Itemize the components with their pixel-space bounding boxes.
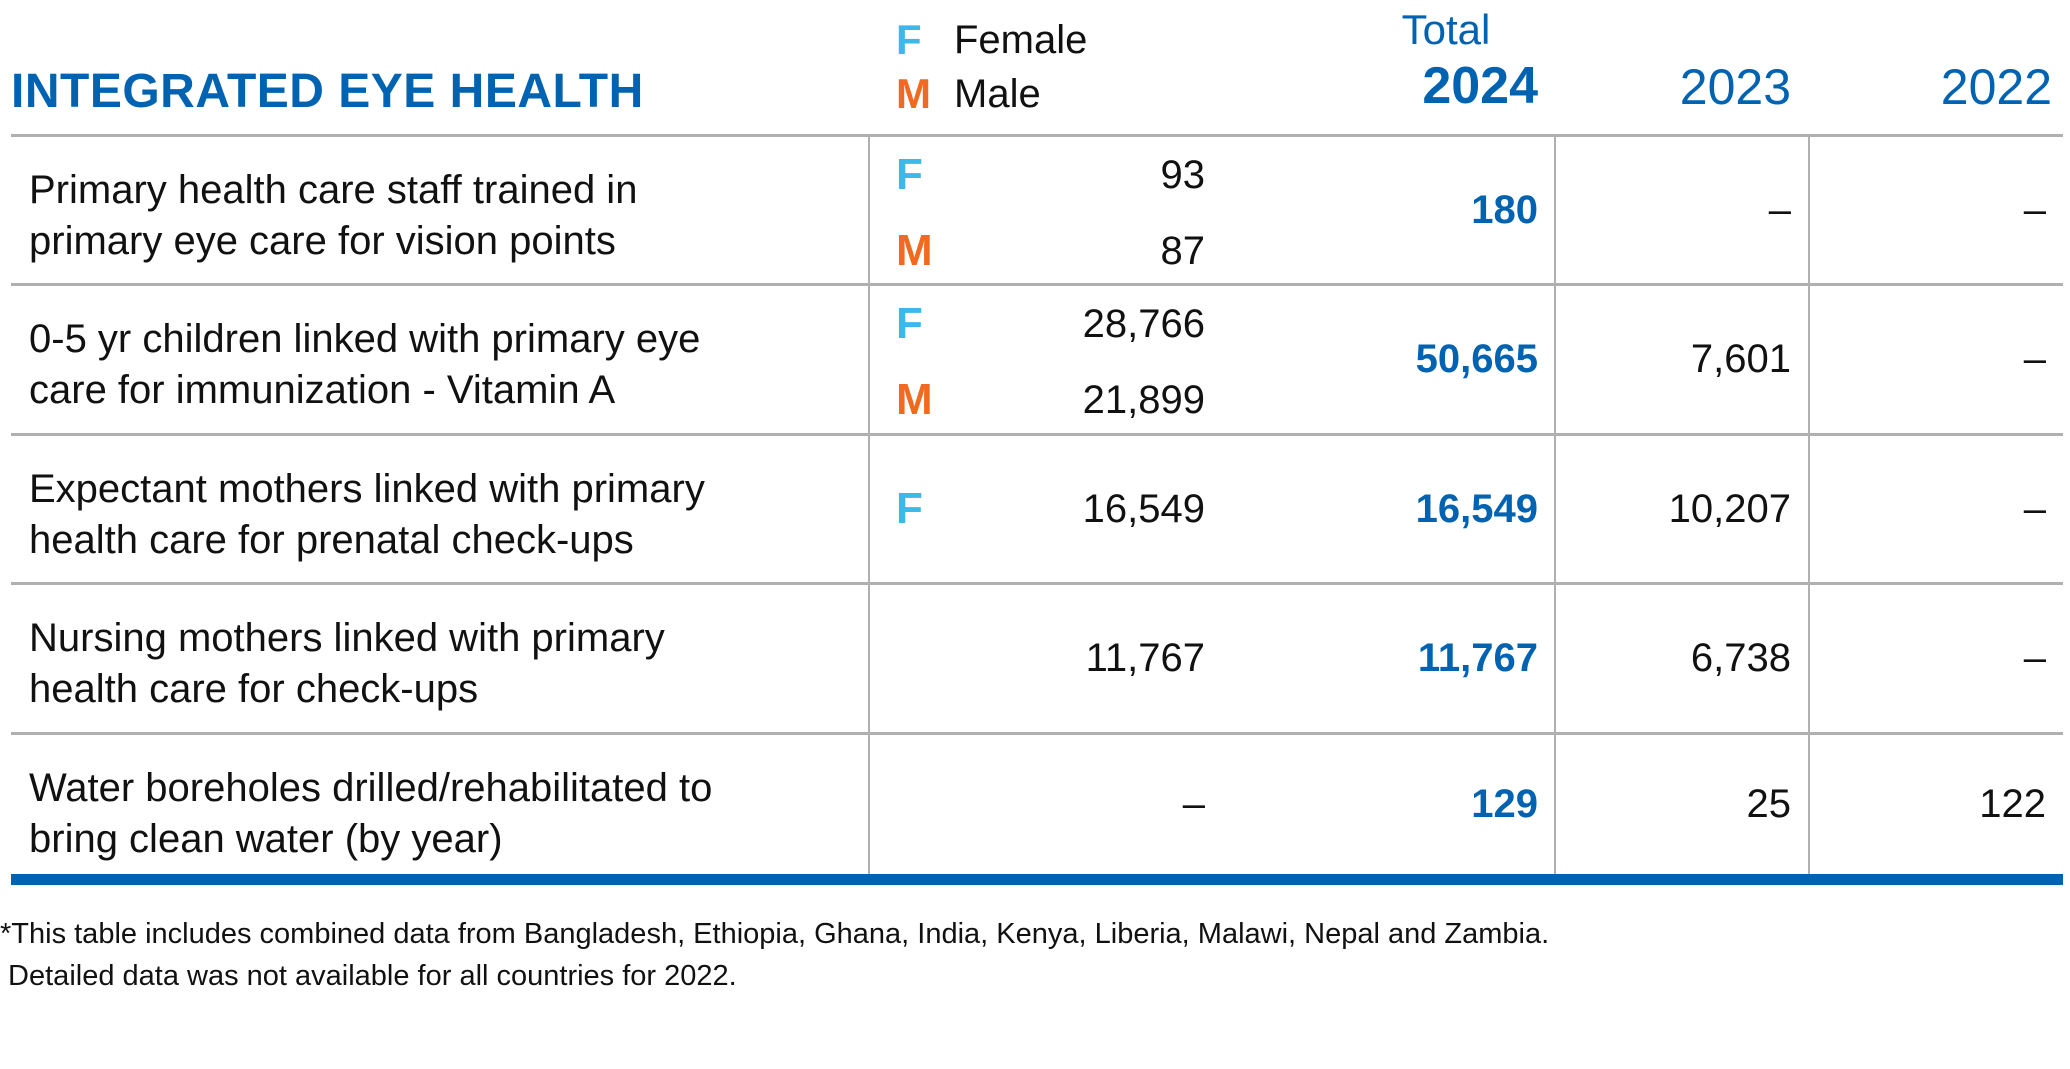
value-2023: 6,738: [1690, 636, 1791, 680]
row-label: Expectant mothers linked with primary: [29, 467, 705, 511]
female-letter-icon: F: [896, 150, 923, 199]
female-value: 16,549: [1082, 486, 1205, 531]
value-2022: –: [2023, 187, 2046, 232]
total-2024-value: 11,767: [1417, 636, 1538, 680]
header-2023: 2023: [1679, 59, 1791, 115]
value-2023: 7,601: [1690, 337, 1791, 381]
value-2022: –: [2023, 636, 2046, 680]
male-value: 87: [1160, 229, 1206, 273]
column-divider: [868, 135, 870, 874]
female-letter-icon: F: [896, 299, 923, 348]
row-label: Water boreholes drilled/rehabilitated to: [29, 766, 713, 810]
column-divider: [1808, 135, 1810, 874]
value-2022: –: [2023, 337, 2046, 381]
total-2024-value: 129: [1471, 781, 1538, 826]
row-label: bring clean water (by year): [29, 817, 503, 861]
value: 11,767: [1085, 636, 1205, 680]
row-divider: [11, 433, 2063, 436]
total-2024-value: 50,665: [1415, 337, 1538, 381]
row-label: Nursing mothers linked with primary: [29, 616, 665, 660]
male-letter-icon: M: [896, 70, 931, 117]
value-2023: 10,207: [1668, 486, 1791, 531]
value-2023: –: [1768, 187, 1791, 232]
header-total: Total: [1401, 6, 1491, 53]
column-divider: [1554, 135, 1556, 874]
table-bottom-bar: [11, 874, 2063, 885]
header-2022: 2022: [1940, 59, 2052, 115]
row-divider: [11, 582, 2063, 585]
female-letter-icon: F: [896, 16, 922, 63]
male-letter-icon: M: [896, 226, 933, 275]
legend-female: F Female: [896, 16, 1087, 64]
female-value: 93: [1160, 153, 1206, 197]
row-label: Primary health care staff trained in: [29, 168, 638, 212]
total-2024-value: 180: [1471, 187, 1538, 232]
row-label: care for immunization - Vitamin A: [29, 368, 616, 412]
row-divider: [11, 283, 2063, 286]
value-2022: –: [2023, 486, 2046, 531]
row-divider: [11, 134, 2063, 137]
value: –: [1182, 781, 1205, 826]
row-label: primary eye care for vision points: [29, 219, 616, 263]
value-2022: 122: [1979, 781, 2046, 826]
header-2024: 2024: [1422, 57, 1538, 115]
footnote-line: *This table includes combined data from …: [0, 918, 1550, 950]
row-label: health care for check-ups: [29, 667, 479, 711]
footnote-line: Detailed data was not available for all …: [0, 960, 737, 992]
legend-female-label: Female: [954, 17, 1088, 62]
legend-male-label: Male: [954, 71, 1041, 116]
legend-male: M Male: [896, 70, 1041, 118]
female-letter-icon: F: [896, 483, 923, 533]
table-title: INTEGRATED EYE HEALTH: [11, 65, 644, 118]
female-value: 28,766: [1082, 302, 1205, 346]
row-label: health care for prenatal check-ups: [29, 518, 634, 562]
row-divider: [11, 732, 2063, 735]
male-value: 21,899: [1082, 378, 1205, 422]
male-letter-icon: M: [896, 375, 933, 424]
value-2023: 25: [1746, 781, 1792, 826]
row-label: 0-5 yr children linked with primary eye: [29, 317, 701, 361]
total-2024-value: 16,549: [1415, 486, 1538, 531]
